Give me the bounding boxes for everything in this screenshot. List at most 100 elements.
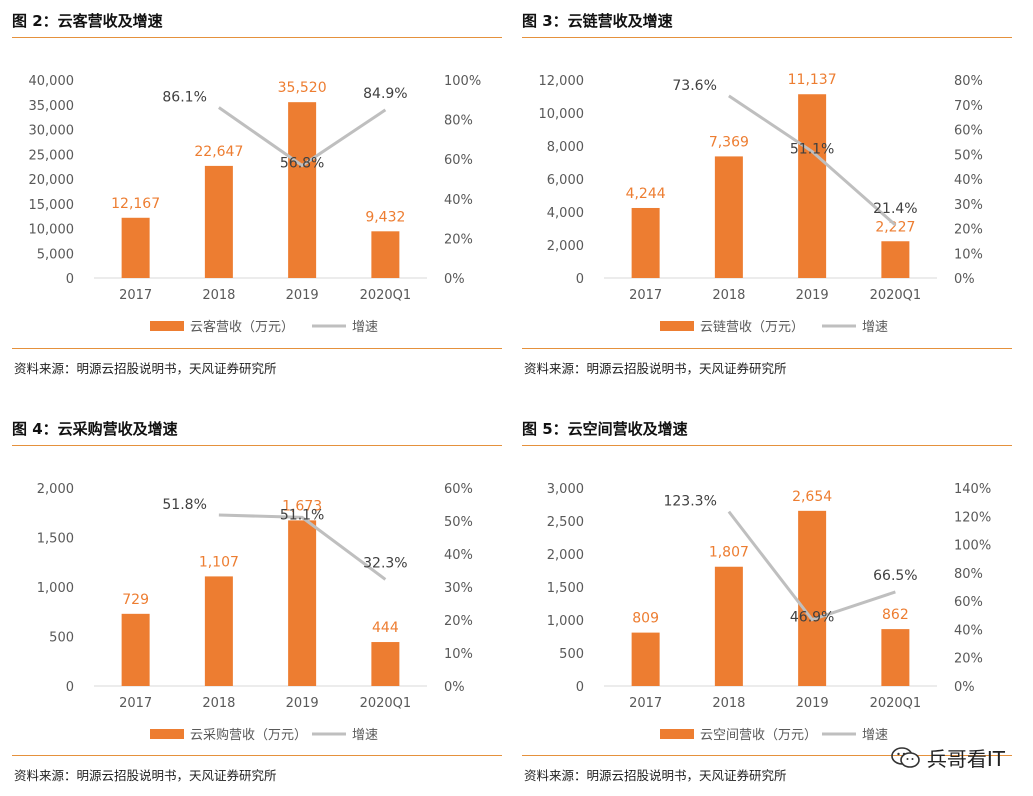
panel-yuncaigou: 图 4：云采购营收及增速 0 500 1,000 1,500 2,000 0% 10% 20%… xyxy=(12,416,502,796)
title-rule xyxy=(12,37,502,38)
x-tick-label: 2019 xyxy=(796,696,829,711)
bar xyxy=(714,156,743,278)
y-tick-label: 10,000 xyxy=(29,223,75,238)
y2-tick-label: 100% xyxy=(954,539,991,554)
legend-bar-swatch xyxy=(150,321,184,331)
y-tick-label: 1,000 xyxy=(547,614,584,629)
y-tick-label: 1,500 xyxy=(547,581,584,596)
x-tick-label: 2020Q1 xyxy=(360,288,412,303)
bar xyxy=(631,632,660,686)
bar xyxy=(204,576,233,686)
source-note: 资料来源：明源云招股说明书，天风证券研究所 xyxy=(14,768,277,783)
legend-line-label: 增速 xyxy=(352,320,378,335)
legend-line-label: 增速 xyxy=(862,728,888,743)
chart-yunlian: 0 2,000 4,000 6,000 8,000 10,000 12,000 0% 10% 20… xyxy=(539,72,983,335)
source-note: 资料来源：明源云招股说明书，天风证券研究所 xyxy=(524,768,787,783)
source-rule xyxy=(522,755,1012,756)
y-tick-label: 4,000 xyxy=(547,206,584,221)
bar-value-label: 7,369 xyxy=(709,134,749,150)
y-tick-label: 0 xyxy=(66,680,74,695)
y2-tick-label: 0% xyxy=(444,272,465,287)
bar-value-label: 729 xyxy=(122,592,149,608)
y-tick-label: 5,000 xyxy=(37,247,74,262)
bar-value-label: 1,673 xyxy=(282,498,322,514)
y-tick-label: 2,000 xyxy=(547,239,584,254)
y2-tick-label: 0% xyxy=(954,272,975,287)
bar-value-label: 862 xyxy=(882,607,909,623)
y2-tick-label: 10% xyxy=(444,647,473,662)
x-tick-label: 2018 xyxy=(712,288,745,303)
bar-value-label: 809 xyxy=(632,611,659,627)
y-tick-label: 2,000 xyxy=(547,548,584,563)
y2-tick-label: 30% xyxy=(444,581,473,596)
legend-bar-label: 云链营收（万元） xyxy=(700,320,804,335)
x-tick-label: 2018 xyxy=(202,288,235,303)
bar xyxy=(798,94,827,278)
watermark-text: 兵哥看IT xyxy=(926,747,1005,771)
growth-value-label: 32.3% xyxy=(363,555,407,571)
bar xyxy=(798,510,827,686)
panel-yunkongjian: 图 5：云空间营收及增速 0 500 1,000 1,500 2,000 2,500 3,0… xyxy=(522,416,1012,796)
bar-value-label: 2,227 xyxy=(875,219,915,235)
bar xyxy=(288,520,317,686)
bar-value-label: 22,647 xyxy=(194,144,243,160)
y2-tick-label: 50% xyxy=(954,148,983,163)
bar xyxy=(881,629,910,686)
bar-value-label: 35,520 xyxy=(278,80,327,96)
growth-value-label: 21.4% xyxy=(873,201,917,217)
y-tick-label: 12,000 xyxy=(539,74,585,89)
growth-value-label: 46.9% xyxy=(790,610,834,626)
y-tick-label: 10,000 xyxy=(539,107,585,122)
legend-bar-swatch xyxy=(150,729,184,739)
x-tick-label: 2017 xyxy=(119,288,152,303)
bar-value-label: 4,244 xyxy=(626,186,666,202)
y-tick-label: 35,000 xyxy=(29,99,75,114)
bar xyxy=(121,217,150,278)
y-tick-label: 30,000 xyxy=(29,124,75,139)
y-tick-label: 2,500 xyxy=(547,515,584,530)
chart-title: 图 4：云采购营收及增速 xyxy=(12,420,178,438)
bar xyxy=(371,231,400,278)
y2-tick-label: 60% xyxy=(954,124,983,139)
y2-tick-label: 60% xyxy=(954,595,983,610)
y2-tick-label: 140% xyxy=(954,482,991,497)
source-note: 资料来源：明源云招股说明书，天风证券研究所 xyxy=(524,361,787,376)
growth-value-label: 56.8% xyxy=(280,156,324,172)
x-tick-label: 2019 xyxy=(286,696,319,711)
x-tick-label: 2020Q1 xyxy=(870,288,922,303)
x-tick-label: 2020Q1 xyxy=(870,696,922,711)
bar xyxy=(714,566,743,686)
y-tick-label: 0 xyxy=(66,272,74,287)
watermark: 兵哥看IT xyxy=(891,743,1005,772)
y-tick-label: 8,000 xyxy=(547,140,584,155)
legend-bar-swatch xyxy=(660,729,694,739)
y-tick-label: 3,000 xyxy=(547,482,584,497)
growth-value-label: 86.1% xyxy=(162,90,206,106)
y-tick-label: 20,000 xyxy=(29,173,75,188)
y2-tick-label: 40% xyxy=(444,548,473,563)
title-rule xyxy=(12,445,502,446)
y2-tick-label: 40% xyxy=(954,173,983,188)
y2-tick-label: 80% xyxy=(954,74,983,89)
y2-tick-label: 20% xyxy=(954,223,983,238)
y2-tick-label: 30% xyxy=(954,198,983,213)
growth-value-label: 51.1% xyxy=(280,507,324,523)
x-tick-label: 2019 xyxy=(286,288,319,303)
growth-line xyxy=(728,94,897,227)
y-tick-label: 500 xyxy=(49,631,74,646)
source-rule xyxy=(12,348,502,349)
y2-tick-label: 0% xyxy=(444,680,465,695)
wechat-icon xyxy=(891,746,920,768)
y2-tick-label: 40% xyxy=(444,193,473,208)
y2-tick-label: 60% xyxy=(444,153,473,168)
chart-yunke: 0 5,000 10,000 15,000 20,000 25,000 30,000 35,0… xyxy=(29,74,482,335)
legend-line-label: 增速 xyxy=(352,728,378,743)
bar xyxy=(288,102,317,278)
y2-tick-label: 40% xyxy=(954,623,983,638)
x-tick-label: 2017 xyxy=(629,288,662,303)
y2-tick-label: 60% xyxy=(444,482,473,497)
chart-title: 图 2：云客营收及增速 xyxy=(12,12,163,30)
growth-value-label: 73.6% xyxy=(672,78,716,94)
growth-line xyxy=(727,510,896,622)
bar-value-label: 444 xyxy=(372,620,399,636)
